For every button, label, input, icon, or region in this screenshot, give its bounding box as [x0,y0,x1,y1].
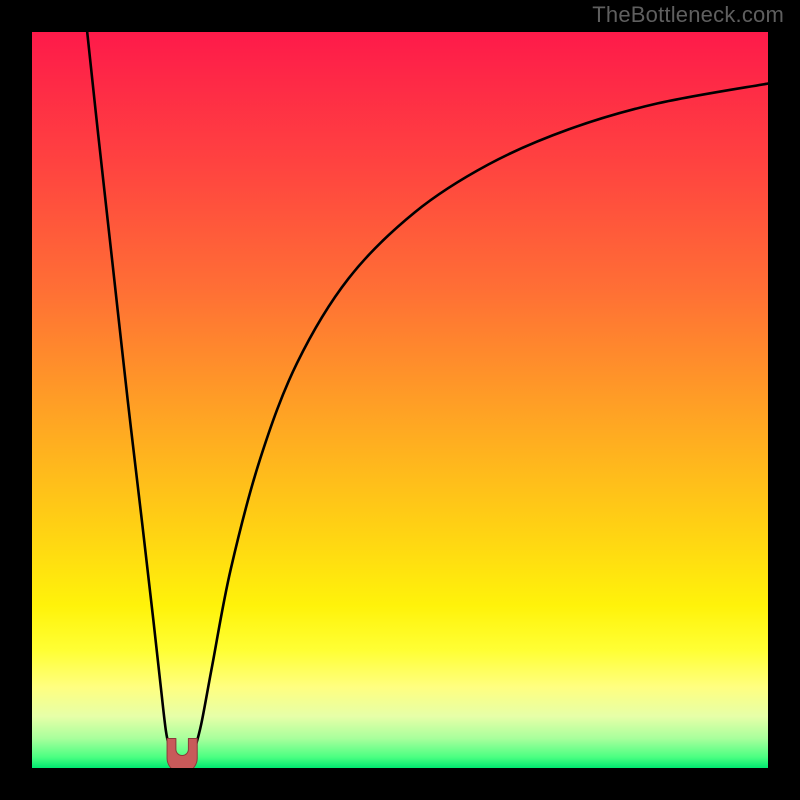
chart-container: TheBottleneck.com [0,0,800,800]
bottleneck-chart [0,0,800,800]
attribution-text: TheBottleneck.com [592,2,784,28]
chart-background [32,32,768,768]
